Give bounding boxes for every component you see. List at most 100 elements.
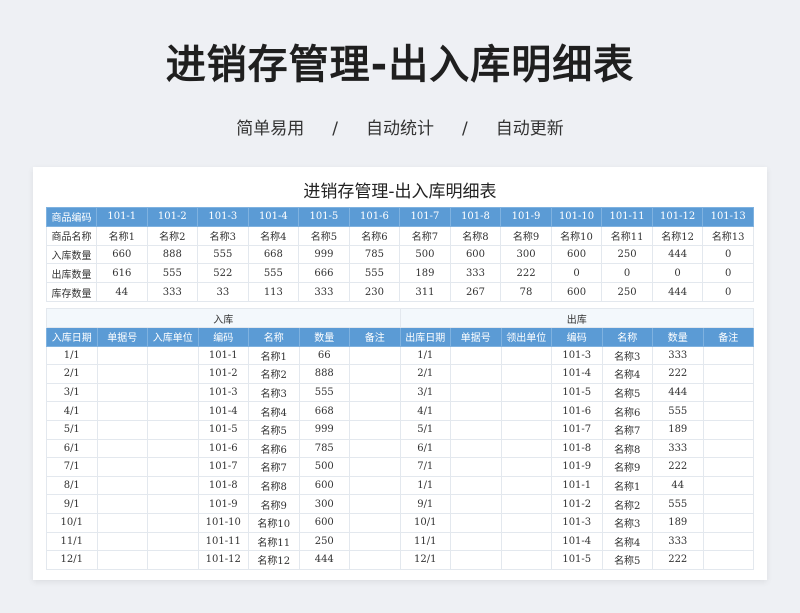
table-cell[interactable] — [147, 531, 199, 552]
table-cell[interactable]: 78 — [500, 282, 552, 302]
table-cell[interactable]: 2/1 — [46, 364, 98, 384]
table-cell[interactable]: 311 — [399, 282, 451, 302]
table-cell[interactable] — [96, 382, 148, 403]
table-cell[interactable] — [147, 475, 199, 496]
table-cell[interactable]: 名称5 — [298, 225, 350, 246]
table-cell[interactable]: 名称1 — [601, 475, 653, 496]
table-cell[interactable]: 101-4 — [551, 531, 603, 552]
table-cell[interactable]: 名称12 — [248, 550, 300, 570]
table-cell[interactable] — [450, 550, 502, 570]
table-cell[interactable]: 名称6 — [601, 401, 653, 421]
table-cell[interactable]: 101-3 — [551, 345, 603, 366]
table-cell[interactable] — [349, 494, 401, 514]
table-cell[interactable] — [702, 401, 754, 421]
table-cell[interactable]: 555 — [348, 263, 401, 284]
table-cell[interactable] — [349, 531, 401, 552]
table-cell[interactable]: 名称7 — [248, 457, 300, 477]
table-cell[interactable] — [96, 345, 148, 366]
table-cell[interactable] — [702, 494, 754, 514]
column-header[interactable]: 备注 — [702, 327, 754, 347]
column-header[interactable]: 名称 — [601, 327, 653, 347]
table-cell[interactable]: 101-2 — [551, 494, 603, 514]
table-cell[interactable] — [500, 382, 552, 403]
table-cell[interactable]: 101-11 — [197, 531, 249, 552]
table-cell[interactable]: 101-12 — [651, 207, 704, 227]
table-cell[interactable]: 名称1 — [248, 345, 300, 366]
table-cell[interactable]: 1/1 — [46, 345, 98, 366]
table-cell[interactable]: 名称10 — [248, 512, 300, 533]
table-cell[interactable]: 9/1 — [46, 494, 98, 514]
table-cell[interactable] — [147, 550, 199, 570]
table-cell[interactable]: 222 — [500, 263, 552, 284]
table-cell[interactable]: 616 — [96, 263, 148, 284]
table-cell[interactable]: 666 — [298, 263, 350, 284]
table-cell[interactable]: 6/1 — [399, 438, 451, 459]
table-cell[interactable]: 33 — [197, 282, 249, 302]
table-cell[interactable]: 5/1 — [46, 419, 98, 440]
table-cell[interactable] — [349, 419, 401, 440]
column-header[interactable]: 单据号 — [450, 327, 502, 347]
table-cell[interactable] — [96, 512, 148, 533]
row-label[interactable]: 入库数量 — [46, 244, 97, 265]
table-cell[interactable]: 101-4 — [247, 207, 300, 227]
table-cell[interactable]: 1/1 — [399, 475, 451, 496]
table-cell[interactable] — [500, 512, 552, 533]
table-cell[interactable]: 333 — [652, 345, 704, 366]
table-cell[interactable]: 999 — [298, 244, 350, 265]
table-cell[interactable]: 名称8 — [248, 475, 300, 496]
table-cell[interactable]: 555 — [247, 263, 300, 284]
table-cell[interactable]: 101-6 — [348, 207, 401, 227]
table-cell[interactable]: 10/1 — [399, 512, 451, 533]
table-cell[interactable]: 101-5 — [551, 382, 603, 403]
table-cell[interactable] — [500, 550, 552, 570]
table-cell[interactable]: 444 — [651, 282, 704, 302]
table-cell[interactable]: 9/1 — [399, 494, 451, 514]
table-cell[interactable]: 名称6 — [348, 225, 401, 246]
table-cell[interactable]: 600 — [550, 282, 603, 302]
table-cell[interactable] — [500, 475, 552, 496]
table-cell[interactable]: 名称6 — [248, 438, 300, 459]
table-cell[interactable]: 名称12 — [651, 225, 704, 246]
table-cell[interactable]: 101-3 — [551, 512, 603, 533]
table-cell[interactable] — [349, 364, 401, 384]
table-cell[interactable]: 101-6 — [197, 438, 249, 459]
table-cell[interactable]: 101-7 — [551, 419, 603, 440]
table-cell[interactable]: 500 — [298, 457, 350, 477]
table-cell[interactable]: 113 — [247, 282, 300, 302]
table-cell[interactable]: 101-7 — [197, 457, 249, 477]
column-header[interactable]: 数量 — [298, 327, 350, 347]
column-header[interactable]: 入库单位 — [147, 327, 199, 347]
table-cell[interactable]: 名称13 — [702, 225, 754, 246]
table-cell[interactable]: 7/1 — [399, 457, 451, 477]
table-cell[interactable]: 名称3 — [601, 345, 653, 366]
table-cell[interactable] — [450, 475, 502, 496]
table-cell[interactable]: 444 — [652, 382, 704, 403]
table-cell[interactable]: 名称5 — [601, 382, 653, 403]
table-cell[interactable]: 名称10 — [550, 225, 603, 246]
row-label[interactable]: 出库数量 — [46, 263, 97, 284]
table-cell[interactable]: 189 — [652, 419, 704, 440]
table-cell[interactable] — [450, 457, 502, 477]
table-cell[interactable]: 230 — [348, 282, 401, 302]
table-cell[interactable]: 0 — [601, 263, 653, 284]
table-cell[interactable]: 名称2 — [248, 364, 300, 384]
table-cell[interactable]: 999 — [298, 419, 350, 440]
table-cell[interactable]: 101-11 — [601, 207, 653, 227]
table-cell[interactable] — [500, 457, 552, 477]
column-header[interactable]: 出库日期 — [399, 327, 451, 347]
table-cell[interactable] — [500, 438, 552, 459]
table-cell[interactable]: 101-5 — [298, 207, 350, 227]
table-cell[interactable] — [147, 382, 199, 403]
table-cell[interactable]: 250 — [298, 531, 350, 552]
table-cell[interactable]: 600 — [298, 512, 350, 533]
table-cell[interactable]: 267 — [449, 282, 502, 302]
table-cell[interactable]: 101-8 — [197, 475, 249, 496]
table-cell[interactable]: 101-3 — [197, 207, 249, 227]
table-cell[interactable]: 600 — [298, 475, 350, 496]
table-cell[interactable]: 8/1 — [46, 475, 98, 496]
table-cell[interactable] — [702, 345, 754, 366]
table-cell[interactable]: 668 — [298, 401, 350, 421]
table-cell[interactable]: 101-2 — [197, 364, 249, 384]
table-cell[interactable]: 444 — [298, 550, 350, 570]
table-cell[interactable]: 522 — [197, 263, 249, 284]
